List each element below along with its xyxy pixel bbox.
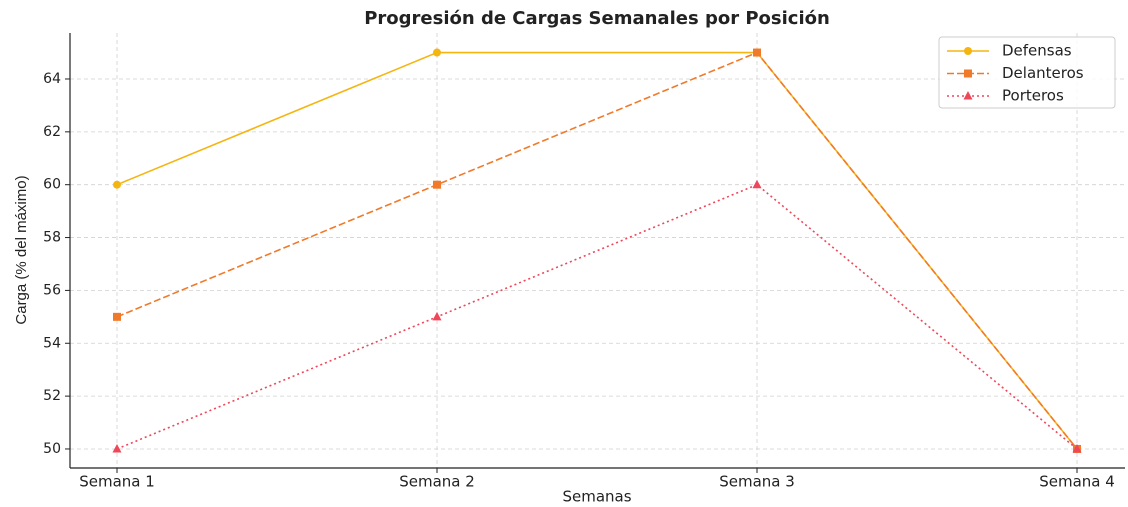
x-tick-label: Semana 2 — [399, 473, 475, 491]
x-axis-label: Semanas — [562, 488, 631, 506]
marker — [753, 48, 761, 57]
legend-label: Porteros — [1002, 87, 1064, 105]
y-tick-label: 56 — [43, 282, 61, 298]
marker — [433, 48, 441, 57]
marker — [432, 311, 442, 321]
series — [113, 48, 1081, 453]
marker — [752, 179, 762, 189]
chart-title: Progresión de Cargas Semanales por Posic… — [364, 8, 830, 29]
y-tick-label: 60 — [43, 177, 61, 193]
marker — [112, 443, 122, 453]
legend-label: Defensas — [1002, 42, 1072, 60]
series — [112, 179, 1082, 453]
y-axis-label: Carga (% del máximo) — [13, 175, 30, 324]
y-tick-label: 58 — [43, 230, 61, 246]
y-tick-label: 50 — [43, 441, 61, 457]
y-tick-label: 62 — [43, 124, 61, 140]
line — [116, 51, 1078, 450]
marker — [113, 312, 121, 321]
marker — [963, 91, 973, 100]
legend: Defensas Delanteros Porteros — [938, 36, 1116, 109]
line — [116, 51, 1078, 450]
y-tick-label: 64 — [43, 71, 61, 87]
marker — [433, 180, 441, 189]
x-tick-label: Semana 4 — [1039, 473, 1115, 491]
x-tick-label: Semana 3 — [719, 473, 795, 491]
series — [113, 48, 1081, 453]
marker — [1072, 443, 1082, 453]
x-tick-label: Semana 1 — [79, 473, 155, 491]
y-tick-label: 52 — [43, 388, 61, 404]
line — [116, 183, 1078, 450]
y-tick-label: 54 — [43, 335, 61, 351]
marker — [964, 47, 972, 55]
marker — [964, 69, 972, 78]
marker — [113, 180, 121, 189]
legend-box — [938, 36, 1116, 109]
legend-label: Delanteros — [1002, 64, 1084, 82]
